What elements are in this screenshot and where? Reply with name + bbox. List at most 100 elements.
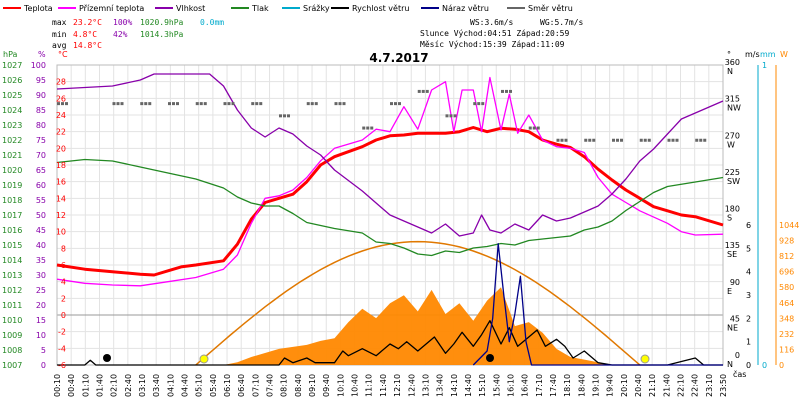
wind-direction-marker [140,102,144,106]
direction-tick-compass: N [727,67,733,76]
pressure-tick-label: 1016 [2,226,22,235]
radiation-tick-label: 928 [779,237,794,246]
wind-direction-marker [370,126,374,130]
direction-tick-compass: NE [727,323,738,332]
wind-direction-marker [199,102,203,106]
moon-set-icon [103,354,111,362]
wind-direction-marker [481,102,485,106]
wind-tick-label: 6 [746,221,751,230]
direction-tick-compass: SE [727,250,737,259]
direction-tick-label: 360 [725,58,740,67]
x-tick-label: 15:10 [478,374,487,397]
wind-direction-marker [342,102,346,106]
radiation-tick-label: 232 [779,330,794,339]
temperature-tick-label: 16 [56,178,66,187]
x-tick-label: 15:40 [492,374,501,397]
wind-direction-marker [172,102,175,106]
wind-direction-marker [338,102,342,106]
wind-direction-marker [421,89,425,93]
x-tick-label: 04:10 [166,374,175,397]
wind-direction-marker [501,89,504,93]
temperature-tick-label: -4 [58,344,66,353]
humidity-tick-label: 95 [36,76,46,85]
temperature-tick-label: -2 [58,328,66,337]
stats-min-pres: 1014.3hPa [140,30,184,39]
direction-tick-label: 0 [735,351,740,360]
temperature-tick-label: 14 [56,194,66,203]
wind-direction-marker [116,102,120,106]
wind-direction-marker [112,102,116,106]
wind-tick-label: 5 [746,244,751,253]
radiation-axis-label: W [780,50,788,59]
series-tlak [56,158,724,257]
wind-direction-marker [536,126,540,130]
wind-direction-marker [57,102,60,106]
series-lines [56,73,724,366]
stats-max-rain: 0.0mm [200,18,224,27]
direction-tick-compass: NW [727,104,741,113]
wind-direction-marker [588,138,592,142]
wind-direction-marker [647,138,651,142]
legend-label: Přízemní teplota [79,4,144,13]
pressure-tick-label: 1018 [2,196,22,205]
x-tick-label: 20:10 [620,374,629,397]
wind-tick-label: 3 [746,291,751,300]
series-n-raz-v-tru [472,243,723,366]
direction-tick-label: 315 [725,95,740,104]
radiation-series [57,240,723,366]
wind-direction-marker [425,89,429,93]
rain-axis-label: mm [760,50,776,59]
wind-direction-marker [473,102,477,106]
humidity-tick-label: 45 [36,226,46,235]
wind-direction-marker [564,138,568,142]
wind-direction-marker [120,102,124,106]
x-tick-label: 11:40 [379,374,388,397]
stats-avg-temp: 14.8°C [73,41,102,50]
temperature-tick-label: 6 [61,261,66,270]
wind-direction-marker [671,138,675,142]
wind-direction-marker [643,138,647,142]
sunrise-icon [199,354,209,364]
pressure-tick-label: 1021 [2,151,22,160]
x-tick-label: 09:10 [308,374,317,397]
radiation-tick-label: 116 [779,345,794,354]
x-tick-label: 22:40 [691,374,700,397]
x-tick-label: 02:10 [110,374,119,397]
info-ws: WS:3.6m/s [470,18,514,27]
info-moon: Měsíc Východ:15:39 Západ:11:09 [420,40,565,49]
direction-tick-label: 90 [730,278,740,287]
humidity-tick-label: 20 [36,301,46,310]
pressure-tick-label: 1010 [2,316,22,325]
humidity-tick-label: 40 [36,241,46,250]
pressure-tick-label: 1014 [2,256,22,265]
wind-direction-marker [390,102,393,106]
wind-direction-marker [667,138,671,142]
temperature-tick-label: 12 [56,211,66,220]
direction-tick-compass: W [727,140,735,149]
wind-tick-label: 2 [746,314,751,323]
humidity-tick-label: 65 [36,166,46,175]
x-tick-label: 16:40 [521,374,530,397]
temperature-axis-label: °C [58,50,68,59]
stats-max-pres: 1020.9hPa [140,18,184,27]
series-vlhkost [56,73,724,237]
info-sun: Slunce Východ:04:51 Západ:20:59 [420,29,569,38]
pressure-tick-label: 1012 [2,286,22,295]
info-block: WS:3.6m/s WG:5.7m/s Slunce Východ:04:51 … [420,18,584,49]
wind-direction-marker [394,102,397,106]
wind-tick-label: 1 [746,338,751,347]
x-tick-label: 11:10 [365,374,374,397]
stats-min-hum: 42% [113,30,128,39]
wind-direction-marker [584,138,588,142]
legend-label: Teplota [23,4,53,13]
temperature-tick-label: 26 [56,94,66,103]
axes: hPa1007100810091010101110121013101410151… [2,50,799,397]
radiation-tick-label: 464 [779,299,794,308]
pressure-tick-label: 1020 [2,166,22,175]
legend-label: Srážky [303,4,330,13]
wind-direction-marker [314,102,318,106]
x-tick-label: 08:40 [294,374,303,397]
pressure-tick-label: 1023 [2,121,22,130]
humidity-tick-label: 100 [31,61,46,70]
direction-tick-label: 45 [730,314,740,323]
